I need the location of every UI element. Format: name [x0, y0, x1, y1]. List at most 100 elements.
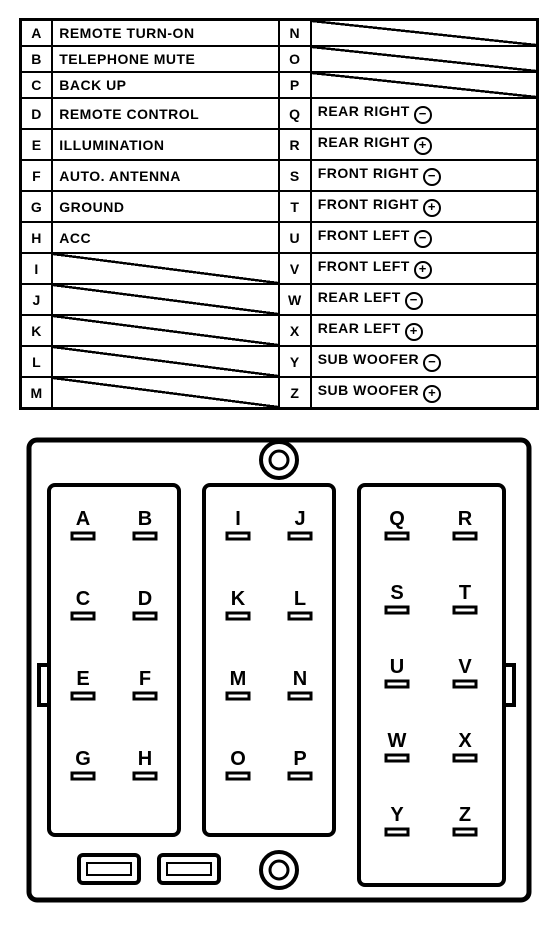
pin-letter-left: L	[21, 346, 53, 377]
pin-label: K	[231, 588, 246, 610]
pin-slot-icon	[134, 773, 156, 779]
pin-letter-right: N	[279, 20, 311, 47]
locking-tab-inner-icon	[87, 863, 131, 875]
pin-letter-left: A	[21, 20, 53, 47]
pin-desc-right: REAR LEFT+	[311, 315, 538, 346]
pin-desc-right-text: REAR RIGHT	[318, 134, 410, 150]
pin-slot-icon	[386, 681, 408, 687]
block-right	[359, 485, 504, 885]
pin-label: O	[230, 748, 246, 770]
pin-slot-icon	[72, 693, 94, 699]
pin-label: M	[230, 668, 247, 690]
pin-label: X	[458, 730, 472, 752]
pin-desc-right: REAR LEFT−	[311, 284, 538, 315]
pin-desc-right-text: REAR RIGHT	[318, 103, 410, 119]
pin-label: J	[294, 508, 305, 530]
pin-desc-right-text: FRONT LEFT	[318, 258, 410, 274]
locking-tab-inner-icon	[167, 863, 211, 875]
pin-letter-right: Q	[279, 98, 311, 129]
pin-label: W	[388, 730, 407, 752]
pin-label: R	[458, 508, 473, 530]
pin-slot-icon	[454, 829, 476, 835]
pin-desc-left	[52, 284, 279, 315]
pin-desc-left	[52, 253, 279, 284]
pin-desc-right: FRONT RIGHT−	[311, 160, 538, 191]
pin-desc-left	[52, 315, 279, 346]
pin-slot-icon	[227, 533, 249, 539]
pin-letter-right: Y	[279, 346, 311, 377]
pin-desc-right-text: REAR LEFT	[318, 320, 401, 336]
pin-desc-right-text: FRONT RIGHT	[318, 196, 419, 212]
table-row: DREMOTE CONTROLQREAR RIGHT−	[21, 98, 538, 129]
pin-letter-left: F	[21, 160, 53, 191]
pin-slot-icon	[227, 693, 249, 699]
pin-letter-right: P	[279, 72, 311, 98]
pin-letter-right: V	[279, 253, 311, 284]
pin-slot-icon	[289, 693, 311, 699]
pin-label: L	[294, 588, 306, 610]
pin-letter-right: R	[279, 129, 311, 160]
pin-label: D	[138, 588, 152, 610]
pin-letter-left: K	[21, 315, 53, 346]
pin-letter-left: C	[21, 72, 53, 98]
pin-label: N	[293, 668, 307, 690]
pin-label: F	[139, 668, 151, 690]
pin-label: T	[459, 582, 471, 604]
pin-desc-right: REAR RIGHT−	[311, 98, 538, 129]
pin-desc-left: BACK UP	[52, 72, 279, 98]
table-row: BTELEPHONE MUTEO	[21, 46, 538, 72]
pin-label: G	[75, 748, 91, 770]
polarity-plus-icon: +	[414, 261, 432, 279]
pin-slot-icon	[134, 693, 156, 699]
pin-desc-right: REAR RIGHT+	[311, 129, 538, 160]
table-row: AREMOTE TURN-ONN	[21, 20, 538, 47]
pin-desc-right: FRONT RIGHT+	[311, 191, 538, 222]
table-row: LYSUB WOOFER−	[21, 346, 538, 377]
pin-letter-left: M	[21, 377, 53, 409]
pin-label: P	[293, 748, 306, 770]
pin-letter-right: W	[279, 284, 311, 315]
pin-desc-left: REMOTE CONTROL	[52, 98, 279, 129]
pin-slot-icon	[386, 533, 408, 539]
pin-desc-right	[311, 20, 538, 47]
pin-label: V	[458, 656, 472, 678]
block-notch-icon	[504, 665, 514, 705]
screw-hole-icon	[261, 852, 297, 888]
pin-desc-right-text: SUB WOOFER	[318, 382, 419, 398]
pin-slot-icon	[454, 755, 476, 761]
pin-desc-left: AUTO. ANTENNA	[52, 160, 279, 191]
pin-desc-left: ACC	[52, 222, 279, 253]
pin-label: Y	[390, 804, 404, 826]
polarity-plus-icon: +	[414, 137, 432, 155]
block-left	[49, 485, 179, 835]
block-middle	[204, 485, 334, 835]
pin-label: Q	[389, 508, 405, 530]
pin-letter-right: O	[279, 46, 311, 72]
pin-label: H	[138, 748, 152, 770]
polarity-minus-icon: −	[423, 354, 441, 372]
pin-label: C	[76, 588, 90, 610]
table-row: FAUTO. ANTENNASFRONT RIGHT−	[21, 160, 538, 191]
pin-letter-right: Z	[279, 377, 311, 409]
pin-slot-icon	[72, 773, 94, 779]
pin-label: U	[390, 656, 404, 678]
pin-letter-right: S	[279, 160, 311, 191]
pin-slot-icon	[72, 533, 94, 539]
pin-desc-left	[52, 377, 279, 409]
pin-desc-left: ILLUMINATION	[52, 129, 279, 160]
table-row: CBACK UPP	[21, 72, 538, 98]
table-row: KXREAR LEFT+	[21, 315, 538, 346]
table-row: JWREAR LEFT−	[21, 284, 538, 315]
pin-desc-right-text: REAR LEFT	[318, 289, 401, 305]
pin-slot-icon	[134, 533, 156, 539]
pin-letter-left: G	[21, 191, 53, 222]
pin-slot-icon	[386, 607, 408, 613]
pin-slot-icon	[454, 607, 476, 613]
pin-label: E	[76, 668, 89, 690]
pin-slot-icon	[227, 773, 249, 779]
pin-desc-left: GROUND	[52, 191, 279, 222]
pin-letter-right: T	[279, 191, 311, 222]
pin-letter-left: B	[21, 46, 53, 72]
pin-letter-left: E	[21, 129, 53, 160]
pin-label: S	[390, 582, 403, 604]
